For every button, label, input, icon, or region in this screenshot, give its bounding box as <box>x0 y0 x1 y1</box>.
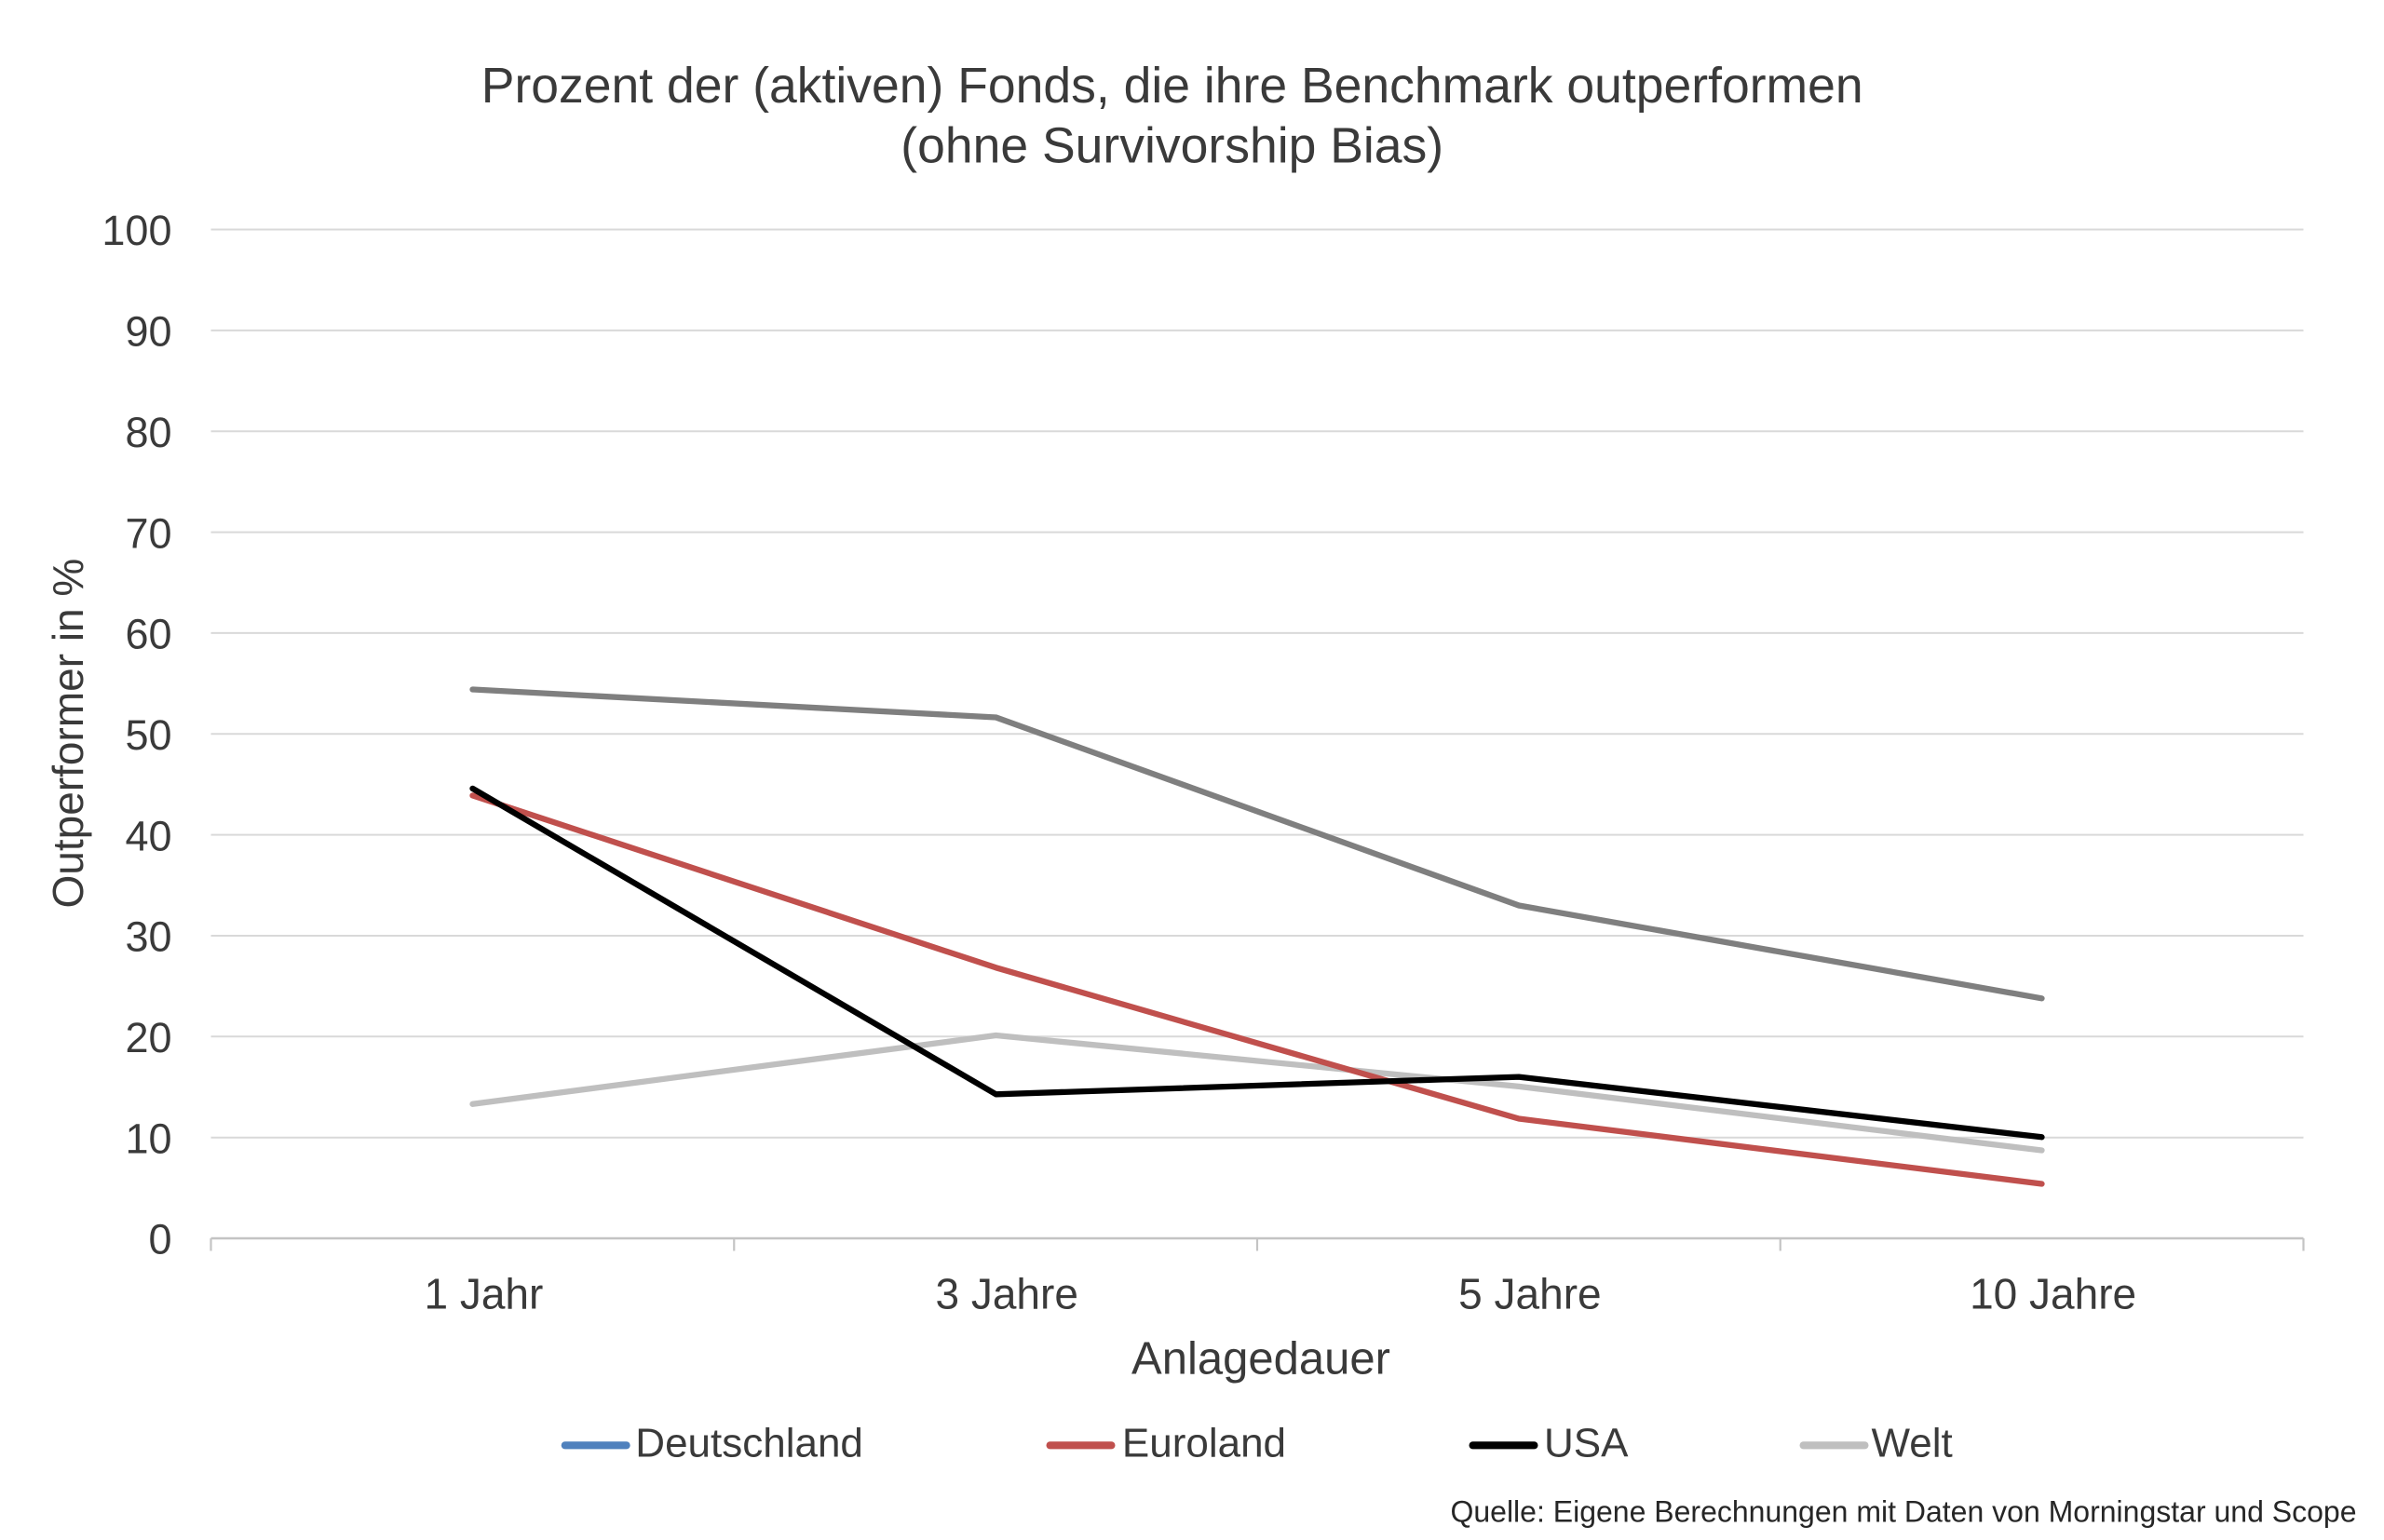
svg-text:Deutschland: Deutschland <box>635 1420 863 1466</box>
svg-text:70: 70 <box>125 509 171 557</box>
svg-text:10: 10 <box>125 1114 171 1162</box>
svg-text:80: 80 <box>125 409 171 456</box>
svg-text:USA: USA <box>1544 1420 1629 1466</box>
svg-text:Prozent der (aktiven) Fonds, d: Prozent der (aktiven) Fonds, die ihre Be… <box>481 59 1863 114</box>
svg-text:10 Jahre: 10 Jahre <box>1970 1270 2136 1318</box>
svg-text:Anlagedauer: Anlagedauer <box>1131 1333 1390 1384</box>
svg-text:30: 30 <box>125 913 171 961</box>
svg-text:20: 20 <box>125 1014 171 1061</box>
svg-text:Euroland: Euroland <box>1122 1420 1286 1466</box>
svg-text:Quelle: Eigene Berechnungen mi: Quelle: Eigene Berechnungen mit Daten vo… <box>1450 1495 2356 1529</box>
svg-text:5 Jahre: 5 Jahre <box>1458 1270 1601 1318</box>
svg-text:100: 100 <box>102 207 171 254</box>
svg-text:Outperformer in %: Outperformer in % <box>44 559 92 909</box>
svg-text:60: 60 <box>125 611 171 658</box>
svg-text:3 Jahre: 3 Jahre <box>935 1270 1077 1318</box>
svg-text:90: 90 <box>125 308 171 356</box>
svg-text:40: 40 <box>125 812 171 859</box>
svg-text:Welt: Welt <box>1872 1420 1953 1466</box>
svg-text:50: 50 <box>125 711 171 759</box>
svg-text:(ohne Survivorship Bias): (ohne Survivorship Bias) <box>901 119 1443 174</box>
svg-text:0: 0 <box>148 1216 171 1263</box>
svg-text:1 Jahr: 1 Jahr <box>424 1270 543 1318</box>
